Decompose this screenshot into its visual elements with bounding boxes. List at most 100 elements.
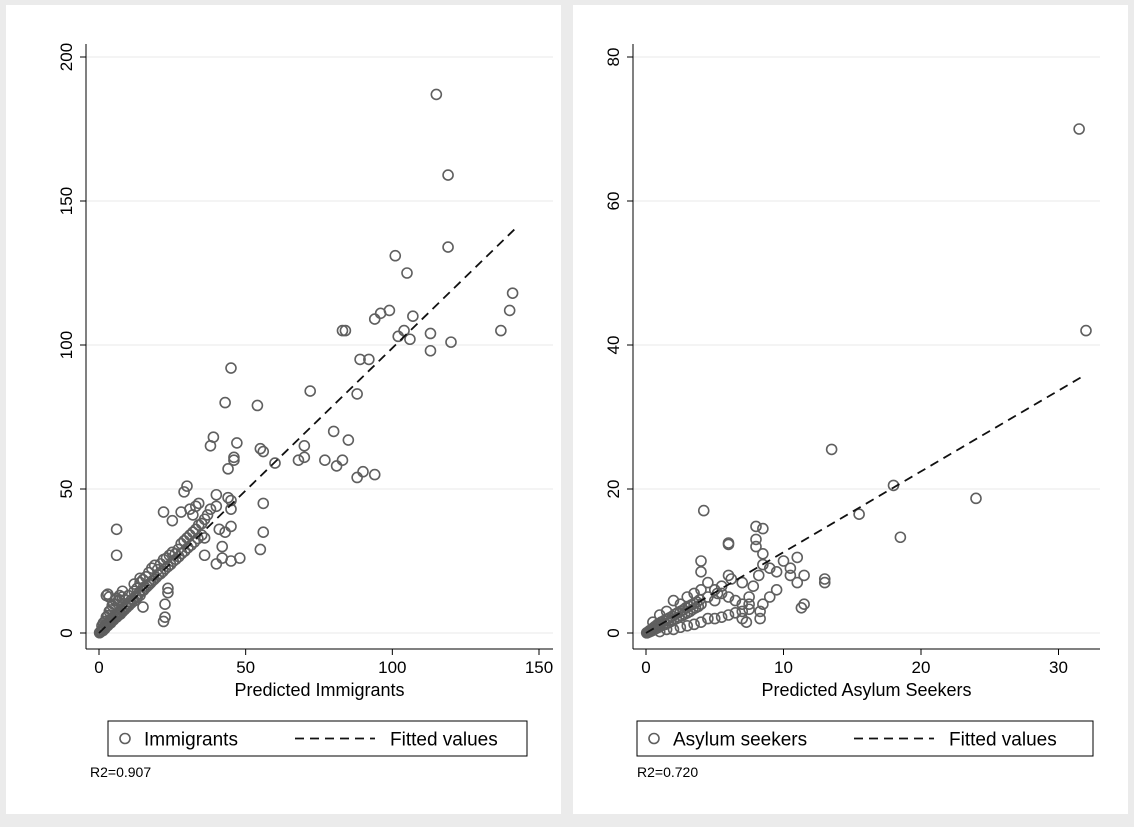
data-point — [100, 611, 113, 623]
data-point — [736, 605, 749, 618]
data-point — [770, 583, 783, 596]
data-point — [407, 310, 419, 323]
data-point — [894, 531, 907, 544]
data-point — [134, 572, 146, 585]
data-point — [667, 623, 680, 636]
y-tick-label: 60 — [604, 192, 623, 211]
data-point — [195, 517, 208, 530]
data-point — [178, 535, 190, 547]
data-point — [1080, 324, 1092, 337]
data-point — [342, 434, 355, 446]
data-point — [163, 549, 176, 562]
data-point — [695, 583, 707, 596]
data-point — [702, 591, 714, 603]
data-point — [660, 605, 673, 618]
data-point — [178, 486, 190, 498]
data-point — [389, 249, 402, 262]
data-point — [757, 558, 769, 571]
data-point — [653, 625, 666, 638]
x-tick-label: 100 — [378, 658, 406, 677]
legend-marker-points — [119, 732, 131, 745]
data-point — [225, 520, 237, 533]
data-point — [784, 569, 797, 582]
data-point — [818, 576, 831, 589]
data-point — [401, 267, 413, 279]
data-point — [216, 540, 228, 553]
data-point — [445, 336, 457, 348]
data-point — [754, 612, 766, 625]
data-point — [327, 425, 340, 438]
data-point — [201, 509, 214, 521]
data-point — [204, 503, 217, 515]
data-point — [198, 532, 211, 544]
fitted-line — [645, 374, 1086, 634]
data-point — [210, 558, 223, 570]
data-point — [210, 500, 223, 513]
data-point — [134, 576, 146, 589]
data-point — [100, 589, 113, 602]
data-point — [269, 457, 281, 469]
data-point — [357, 465, 369, 478]
data-point — [181, 532, 193, 544]
data-point — [708, 612, 721, 625]
data-point — [688, 618, 700, 631]
data-point — [729, 607, 742, 619]
panel-1: 0 50 100 150 200 0 50 100 150 Predicted Immigrant… — [6, 5, 561, 814]
data-point — [225, 555, 237, 567]
data-point — [674, 621, 687, 634]
data-point — [763, 562, 776, 575]
data-point — [128, 585, 140, 598]
y-tick-label: 0 — [604, 628, 623, 637]
data-point — [292, 454, 305, 467]
data-point — [363, 353, 375, 366]
data-point — [825, 443, 838, 456]
data-point — [190, 500, 202, 513]
x-tick-label: 20 — [912, 658, 931, 677]
data-point — [777, 555, 790, 567]
data-point — [795, 601, 808, 614]
x-tick-label: 10 — [774, 658, 793, 677]
x-axis-label: Predicted Asylum Seekers — [761, 680, 971, 700]
data-point — [715, 611, 728, 623]
y-tick-label: 150 — [57, 187, 76, 215]
data-point — [688, 587, 700, 600]
data-point — [219, 526, 231, 539]
legend-marker-points — [648, 732, 660, 745]
y-tick-label: 40 — [604, 336, 623, 355]
data-point — [304, 385, 317, 397]
fitted-line — [98, 227, 517, 634]
panel-background — [573, 5, 1128, 814]
data-point — [736, 598, 749, 611]
data-point — [424, 344, 437, 357]
data-point — [354, 353, 366, 366]
data-point — [368, 468, 381, 481]
data-point — [757, 522, 769, 535]
data-point — [736, 576, 749, 589]
data-point — [695, 565, 707, 578]
y-tick-label: 80 — [604, 48, 623, 67]
data-point — [1073, 123, 1085, 135]
data-point — [695, 598, 707, 611]
r2-note: R2=0.720 — [637, 764, 698, 780]
data-point — [254, 442, 267, 455]
data-point — [181, 480, 193, 492]
data-point — [336, 454, 349, 467]
data-point — [351, 471, 363, 484]
data-point — [184, 503, 196, 515]
data-point — [743, 591, 755, 603]
data-point — [729, 594, 742, 607]
data-point — [750, 520, 762, 533]
data-point — [750, 533, 762, 546]
data-point — [159, 598, 171, 611]
data-point — [254, 543, 267, 556]
data-point — [747, 580, 760, 593]
data-point — [219, 396, 231, 409]
data-point — [798, 569, 810, 582]
data-point — [722, 538, 735, 551]
y-tick-label: 0 — [57, 628, 76, 637]
data-point — [503, 304, 516, 317]
data-point — [495, 324, 507, 337]
data-point — [702, 612, 714, 625]
y-tick-label: 200 — [57, 43, 76, 71]
